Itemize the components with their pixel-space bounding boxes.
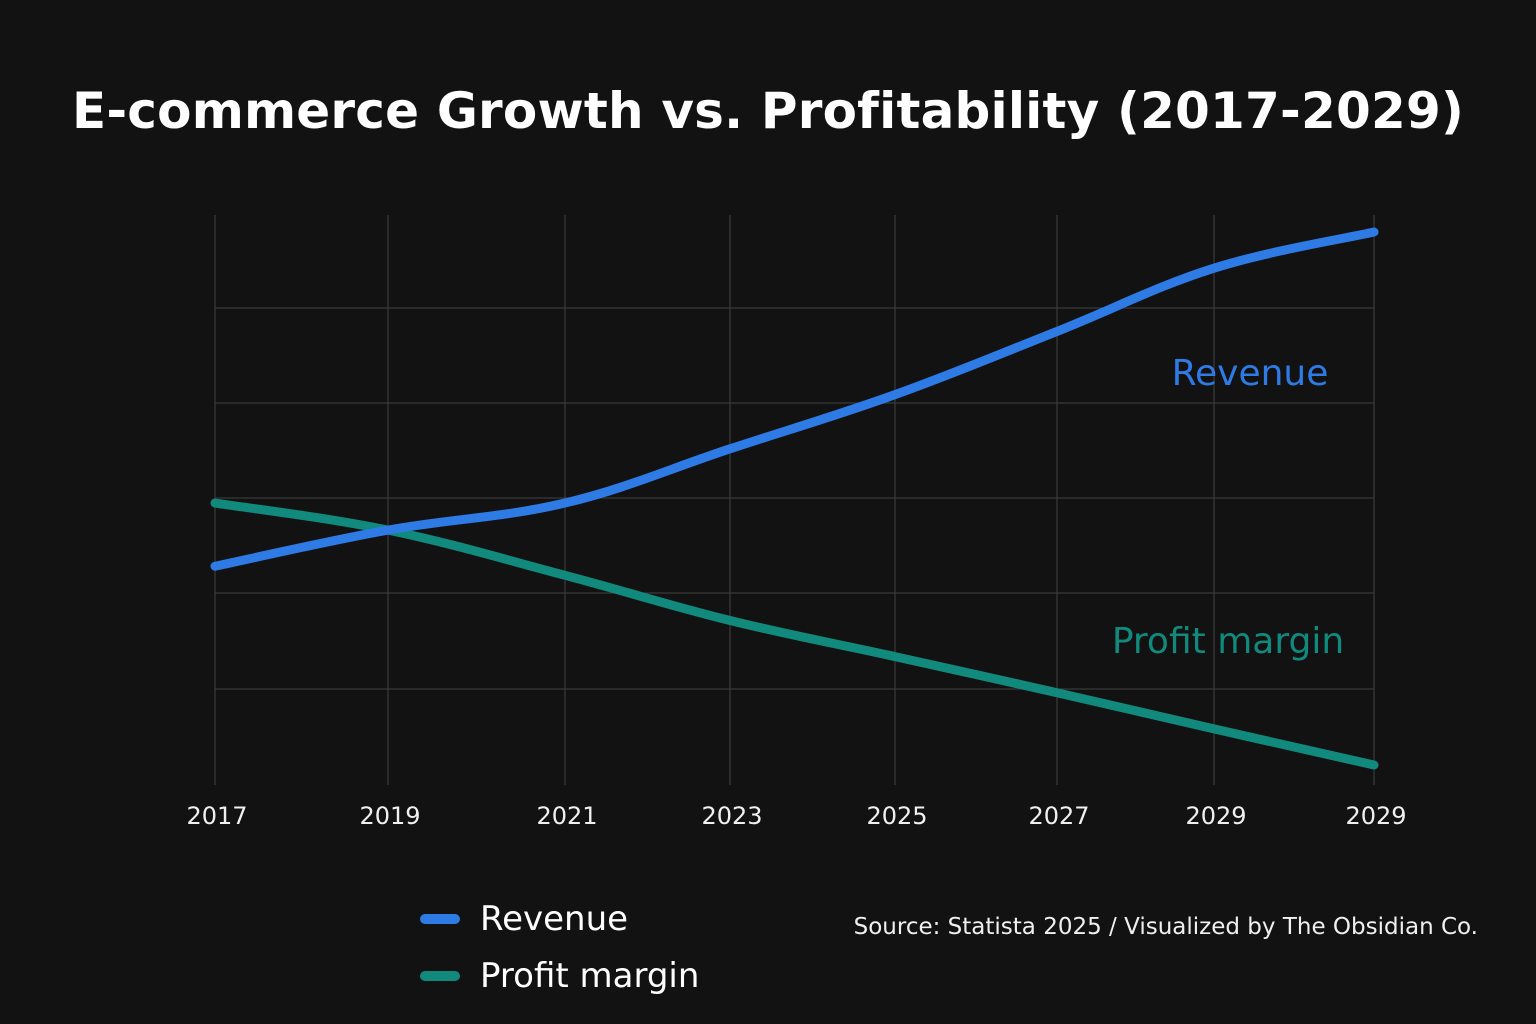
legend-item-revenue: Revenue (420, 890, 699, 947)
source-note: Source: Statista 2025 / Visualized by Th… (853, 914, 1478, 940)
x-tick-label: 2027 (1028, 802, 1089, 830)
x-tick-label: 2029 (1185, 802, 1246, 830)
legend-swatch-profit-margin (420, 970, 460, 981)
series-lines (210, 227, 1379, 770)
x-tick-label: 2019 (359, 802, 420, 830)
legend-label-profit-margin: Profit margin (480, 955, 700, 996)
x-tick-label: 2021 (536, 802, 597, 830)
x-tick-label: 2025 (866, 802, 927, 830)
grid (214, 215, 1375, 785)
series-line-revenue (210, 227, 1379, 571)
chart-title: E-commerce Growth vs. Profitability (201… (72, 82, 1464, 140)
legend-item-profit-margin: Profit margin (420, 947, 699, 1004)
x-tick-label: 2023 (701, 802, 762, 830)
x-tick-label: 2029 (1345, 802, 1406, 830)
x-axis-ticks: 2017 2019 2021 2023 2025 2027 2029 2029 (186, 802, 1406, 830)
annotation-revenue: Revenue (1172, 353, 1329, 394)
x-tick-label: 2017 (186, 802, 247, 830)
series-annotations: Revenue Profit margin (1112, 353, 1344, 662)
legend-label-revenue: Revenue (480, 898, 629, 939)
series-line-profit-margin (210, 498, 1379, 770)
legend-swatch-revenue (420, 913, 460, 924)
legend: Revenue Profit margin (420, 890, 699, 1004)
annotation-profit-margin: Profit margin (1112, 621, 1344, 662)
